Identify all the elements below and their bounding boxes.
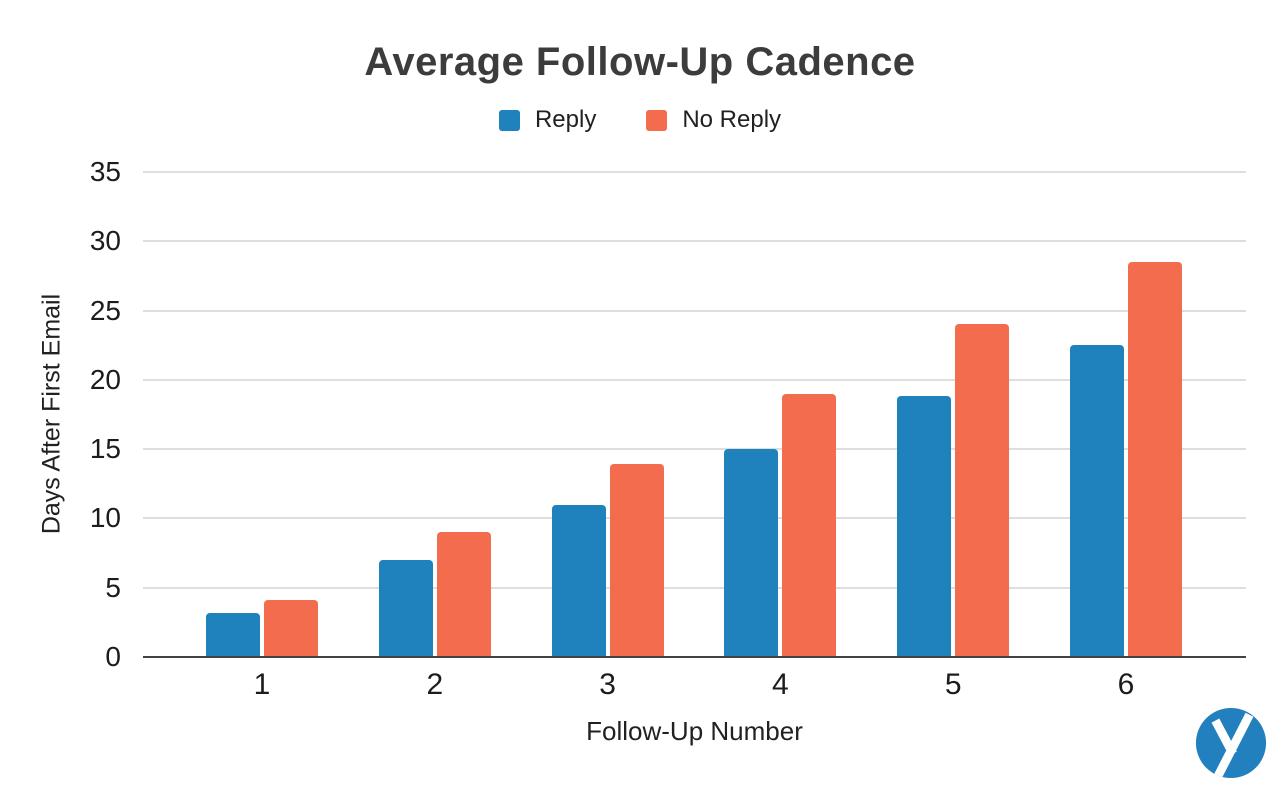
gridline [143, 171, 1246, 173]
yesware-logo-icon [1194, 706, 1268, 780]
y-tick-label: 30 [89, 225, 121, 257]
x-tick-label: 6 [1117, 668, 1135, 701]
plot-area [143, 171, 1246, 658]
gridline [143, 448, 1246, 451]
bar-reply-3 [551, 504, 606, 657]
bar-reply-1 [206, 612, 260, 657]
gridline [143, 586, 1246, 589]
legend-swatch-reply-icon [498, 109, 520, 131]
legend-label-reply: Reply [534, 106, 597, 133]
legend-label-no-reply: No Reply [682, 106, 782, 133]
bar-reply-2 [378, 560, 433, 657]
gridline [143, 309, 1246, 312]
bar-reply-4 [724, 449, 779, 657]
y-tick-label: 35 [89, 156, 121, 187]
legend-swatch-no-reply-icon [646, 109, 668, 131]
legend: Reply No Reply [0, 106, 1280, 134]
y-tick-label: 20 [89, 363, 121, 395]
x-axis-title: Follow-Up Number [586, 716, 803, 746]
y-tick-label: 25 [89, 294, 121, 326]
legend-item-no-reply: No Reply [646, 106, 781, 134]
chart-title: Average Follow-Up Cadence [364, 40, 916, 84]
bar-no-reply-6 [1128, 262, 1182, 657]
x-tick-label: 1 [253, 668, 271, 701]
legend-item-reply: Reply [498, 106, 597, 134]
y-tick-label: 15 [89, 433, 121, 465]
bar-reply-5 [897, 396, 952, 657]
x-axis-baseline [143, 656, 1246, 658]
y-tick-label: 5 [105, 571, 121, 603]
gridline [143, 378, 1246, 381]
x-tick-label: 2 [426, 668, 444, 701]
gridline [143, 240, 1246, 243]
y-tick-label: 10 [89, 502, 121, 534]
bar-no-reply-2 [436, 532, 491, 657]
bar-reply-6 [1070, 345, 1124, 657]
bar-no-reply-3 [609, 464, 664, 657]
y-tick-label: 0 [105, 641, 121, 672]
bar-no-reply-1 [264, 600, 318, 657]
x-tick-label: 5 [944, 668, 962, 701]
gridline [143, 517, 1246, 520]
y-axis-title: Days After First Email [37, 293, 66, 535]
x-tick-label: 4 [772, 668, 789, 701]
bar-no-reply-5 [955, 324, 1010, 657]
x-tick-label: 3 [599, 668, 616, 701]
bar-no-reply-4 [782, 393, 837, 657]
